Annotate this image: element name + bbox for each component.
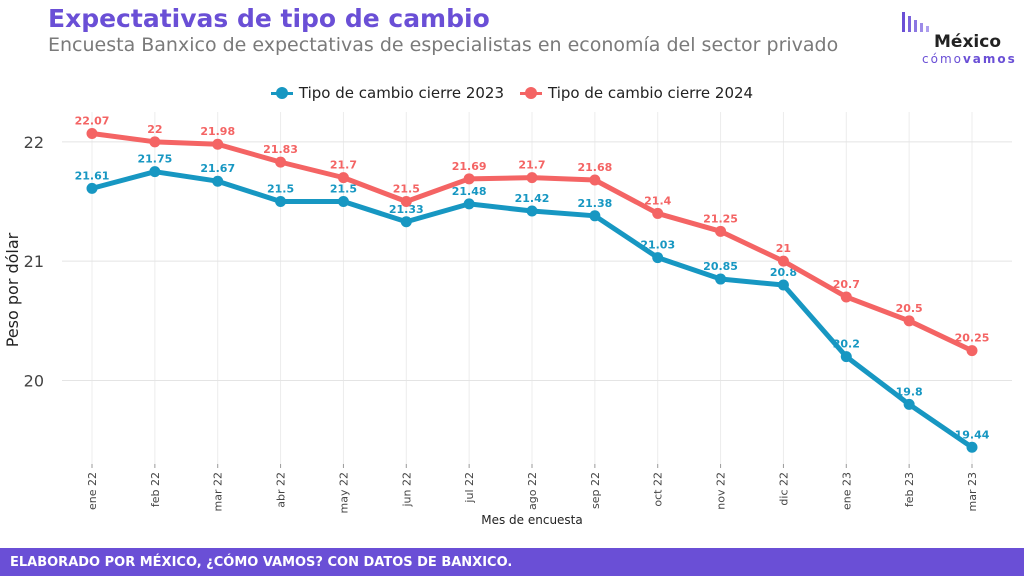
legend-item-2023: Tipo de cambio cierre 2023 (270, 84, 504, 102)
data-label: 20.8 (770, 266, 797, 279)
legend-label-2024: Tipo de cambio cierre 2024 (548, 84, 754, 102)
x-tick-label: ene 22 (86, 472, 99, 510)
legend-label-2023: Tipo de cambio cierre 2023 (298, 84, 504, 102)
x-tick-label: feb 22 (149, 472, 162, 507)
data-label: 20.2 (833, 338, 860, 351)
data-label: 21.5 (393, 182, 420, 195)
y-tick-label: 20 (24, 371, 44, 390)
x-tick-label: dic 22 (777, 472, 790, 506)
data-point (840, 291, 852, 303)
data-point (212, 138, 224, 150)
chart-legend: Tipo de cambio cierre 2023 Tipo de cambi… (0, 84, 1024, 102)
x-tick-label: feb 23 (903, 472, 916, 507)
chart-title: Expectativas de tipo de cambio (48, 4, 490, 33)
data-point (903, 315, 915, 327)
data-label: 22.07 (75, 114, 110, 127)
data-point (275, 156, 287, 168)
data-point (149, 136, 161, 148)
data-point (715, 273, 727, 285)
data-label: 22 (147, 123, 162, 136)
data-label: 21.5 (330, 182, 357, 195)
logo-name: México (934, 32, 1001, 52)
x-tick-label: ene 23 (840, 472, 853, 510)
logo-bars-icon (902, 12, 929, 32)
x-tick-label: mar 22 (212, 472, 225, 511)
data-point (526, 205, 538, 217)
data-point (400, 195, 412, 207)
data-point (966, 345, 978, 357)
logo-tagline-bold: vamos (962, 52, 1017, 66)
data-label: 21.5 (267, 182, 294, 195)
data-point (400, 216, 412, 228)
logo: México cómovamos (900, 10, 1018, 68)
data-point (86, 127, 98, 139)
legend-swatch-2024 (520, 86, 542, 100)
x-tick-label: may 22 (337, 472, 350, 513)
y-tick-label: 21 (24, 252, 44, 271)
data-label: 21.25 (703, 212, 738, 225)
x-tick-label: nov 22 (715, 472, 728, 510)
data-point (275, 195, 287, 207)
logo-tagline: cómovamos (922, 52, 1017, 66)
x-tick-label: mar 23 (966, 472, 979, 511)
legend-item-2024: Tipo de cambio cierre 2024 (520, 84, 753, 102)
data-label: 21.4 (644, 194, 671, 207)
data-point (652, 252, 664, 264)
data-point (337, 172, 349, 184)
x-tick-label: abr 22 (275, 472, 288, 508)
line-chart: 20 21 22 ene 22 feb 22 mar 22 abr 22 may 22 jun … (3, 112, 1012, 527)
data-point (86, 182, 98, 194)
data-point (212, 175, 224, 187)
data-label: 20.25 (955, 332, 990, 345)
data-point (715, 225, 727, 237)
x-tick-label: ago 22 (526, 472, 539, 510)
logo-tagline-prefix: cómo (922, 52, 963, 66)
data-label: 21.83 (263, 143, 298, 156)
data-point (840, 351, 852, 363)
data-point (777, 255, 789, 267)
data-point (463, 173, 475, 185)
data-label: 21 (776, 242, 791, 255)
data-label: 20.7 (833, 278, 860, 291)
data-point (463, 198, 475, 210)
data-point (903, 398, 915, 410)
data-label: 19.44 (955, 428, 990, 441)
data-label: 21.68 (577, 161, 612, 174)
data-label: 21.03 (640, 239, 675, 252)
data-label: 21.7 (518, 159, 545, 172)
x-axis-title: Mes de encuesta (481, 513, 583, 527)
data-point (777, 279, 789, 291)
data-label: 21.98 (200, 125, 235, 138)
data-point (652, 207, 664, 219)
data-label: 21.33 (389, 203, 424, 216)
data-point (589, 174, 601, 186)
data-point (966, 441, 978, 453)
x-tick-label: jul 22 (463, 472, 476, 504)
chart-subtitle: Encuesta Banxico de expectativas de espe… (48, 34, 839, 56)
data-label: 21.75 (137, 153, 172, 166)
footer-credit: ELABORADO POR MÉXICO, ¿CÓMO VAMOS? CON D… (0, 548, 1024, 576)
x-tick-label: jun 22 (400, 472, 413, 508)
data-label: 21.7 (330, 159, 357, 172)
data-label: 21.67 (200, 162, 235, 175)
data-label: 21.69 (452, 160, 487, 173)
data-point (149, 166, 161, 178)
data-label: 21.42 (515, 192, 550, 205)
data-label: 20.85 (703, 260, 738, 273)
data-point (337, 195, 349, 207)
legend-swatch-2023 (270, 86, 293, 100)
y-axis-title: Peso por dólar (3, 232, 22, 347)
y-tick-label: 22 (24, 133, 44, 152)
data-label: 19.8 (896, 385, 923, 398)
data-point (526, 172, 538, 184)
data-point (589, 210, 601, 222)
data-label: 21.48 (452, 185, 487, 198)
data-label: 20.5 (896, 302, 923, 315)
data-label: 21.61 (75, 169, 110, 182)
x-tick-label: oct 22 (652, 472, 665, 507)
x-tick-label: sep 22 (589, 472, 602, 509)
data-label: 21.38 (577, 197, 612, 210)
